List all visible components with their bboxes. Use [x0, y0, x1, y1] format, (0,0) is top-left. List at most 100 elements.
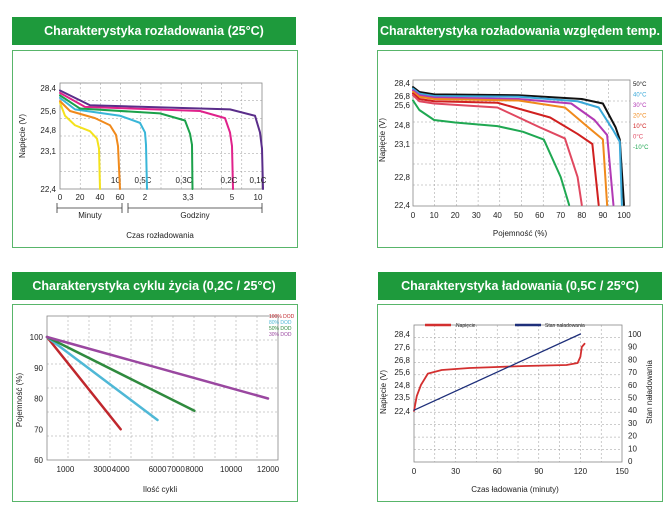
chart2-xtick: 80 — [577, 211, 586, 220]
chart1-xtick: 3,3 — [182, 193, 194, 202]
chart4-ytick: 22,4 — [394, 407, 410, 416]
chart1-series-line — [59, 101, 101, 190]
chart1-xlabel: Czas rozładowania — [126, 231, 194, 240]
chart2-legend-label: 40°C — [633, 93, 647, 99]
chart2-ytick: 24,8 — [394, 121, 410, 130]
chart4-xtick: 0 — [412, 467, 417, 476]
chart3-ytick: 60 — [34, 456, 43, 465]
chart1-series-line — [59, 94, 194, 190]
chart2-legend-label: 30°C — [633, 103, 647, 109]
chart4-y2tick: 20 — [628, 432, 637, 441]
chart4-title: Charakterystyka ładowania (0,5C / 25°C) — [378, 272, 662, 300]
chart3-title: Charakterystyka cyklu życia (0,2C / 25°C… — [12, 272, 296, 300]
chart4-y2tick: 70 — [628, 368, 637, 377]
chart1-group-label: Godziny — [180, 211, 209, 220]
chart2-series-line — [412, 90, 609, 206]
chart3-ytick: 90 — [34, 364, 43, 373]
chart2-legend-label: 0°C — [633, 135, 644, 141]
chart4-ytick: 26,8 — [394, 356, 410, 365]
chart1-series-line — [59, 89, 264, 190]
chart2-ytick: 22,4 — [394, 201, 410, 210]
chart2-ytick: 25,6 — [394, 101, 410, 110]
chart2-series-line — [412, 92, 600, 206]
chart1-xtick: 40 — [96, 193, 105, 202]
chart2-series-line — [412, 94, 583, 206]
chart1-ytick: 24,8 — [40, 126, 56, 135]
chart4-legend-label: Napięcie — [456, 323, 476, 329]
chart4-xtick: 90 — [534, 467, 543, 476]
chart4-xtick: 60 — [493, 467, 502, 476]
chart1-series-label: 0,1C — [250, 176, 267, 185]
chart4-legend-label: Stan naładowania — [545, 323, 585, 329]
chart2-series-line — [412, 86, 625, 206]
chart2-title: Charakterystyka rozładowania względem te… — [378, 17, 662, 45]
chart2-series-line — [412, 89, 615, 206]
chart2-legend-label: 50°C — [633, 82, 647, 88]
chart3-xlabel: Ilość cykli — [143, 485, 177, 494]
chart3-xtick: 6000 — [149, 465, 167, 474]
chart2-ytick: 22,8 — [394, 173, 410, 182]
chart4-y2label: Stan naładowania — [645, 360, 654, 424]
chart2-xtick: 100 — [617, 211, 631, 220]
chart2-xtick: 0 — [411, 211, 416, 220]
chart2-xtick: 90 — [598, 211, 607, 220]
chart3-ytick: 100 — [30, 333, 44, 342]
chart2-ytick: 23,1 — [394, 140, 410, 149]
chart1-series-label: 1C — [111, 176, 121, 185]
chart3-legend-label: 80% DOD — [269, 320, 292, 326]
chart3-legend-label: 50% DOD — [269, 326, 292, 332]
chart2-ytick: 26,8 — [394, 92, 410, 101]
chart1-xtick: 5 — [230, 193, 235, 202]
chart3-xtick: 12000 — [257, 465, 280, 474]
chart2-xtick: 60 — [535, 211, 544, 220]
chart3-frame — [12, 304, 298, 502]
chart1-title: Charakterystyka rozładowania (25°C) — [12, 17, 296, 45]
chart1-series-label: 0,2C — [221, 176, 238, 185]
chart1-ytick: 25,6 — [40, 107, 56, 116]
chart2-legend-label: 20°C — [633, 114, 647, 120]
chart3-xtick: 8000 — [185, 465, 203, 474]
chart4-y2tick: 100 — [628, 330, 642, 339]
chart1-series-label: 0,5C — [135, 176, 152, 185]
chart1-xtick: 10 — [254, 193, 263, 202]
chart3-series-line — [45, 335, 270, 400]
chart1-ytick: 23,1 — [40, 147, 56, 156]
chart3-series-line — [45, 335, 122, 431]
chart3-xtick: 7000 — [167, 465, 185, 474]
chart3-legend-label: 30% DOD — [269, 332, 292, 338]
chart2-ytick: 28,4 — [394, 79, 410, 88]
chart4-ytick: 28,4 — [394, 330, 410, 339]
chart4-series-line — [413, 333, 582, 411]
chart3-legend-label: 100% DOD — [269, 314, 295, 320]
chart4-y2tick: 40 — [628, 406, 637, 415]
chart2-series-line — [412, 99, 571, 206]
chart1-series-line — [59, 96, 148, 190]
chart4-y2tick: 10 — [628, 444, 637, 453]
chart2-xtick: 20 — [451, 211, 460, 220]
chart4-ytick: 23,5 — [394, 393, 410, 402]
chart4-ylabel: Napięcie (V) — [379, 370, 388, 414]
chart1-xtick: 20 — [76, 193, 85, 202]
chart4-xtick: 150 — [615, 467, 629, 476]
chart3-series-line — [45, 335, 159, 422]
chart1-series-line — [59, 91, 234, 190]
chart1-group-label: Minuty — [78, 211, 102, 220]
chart1-ytick: 28,4 — [40, 84, 56, 93]
chart2-frame — [377, 50, 663, 248]
chart2-legend-label: -10°C — [633, 145, 649, 151]
chart2-legend-label: 10°C — [633, 124, 647, 130]
chart4-y2tick: 30 — [628, 419, 637, 428]
chart1-xtick: 2 — [143, 193, 148, 202]
chart2-xtick: 30 — [472, 211, 481, 220]
chart4-series-line — [413, 342, 586, 412]
chart4-y2tick: 50 — [628, 394, 637, 403]
chart3-xtick: 4000 — [112, 465, 130, 474]
chart3-ylabel: Pojemność (%) — [15, 373, 24, 428]
chart3-ytick: 70 — [34, 425, 43, 434]
chart3-ytick: 80 — [34, 395, 43, 404]
chart2-xlabel: Pojemność (%) — [493, 229, 548, 238]
chart1-xtick: 60 — [116, 193, 125, 202]
